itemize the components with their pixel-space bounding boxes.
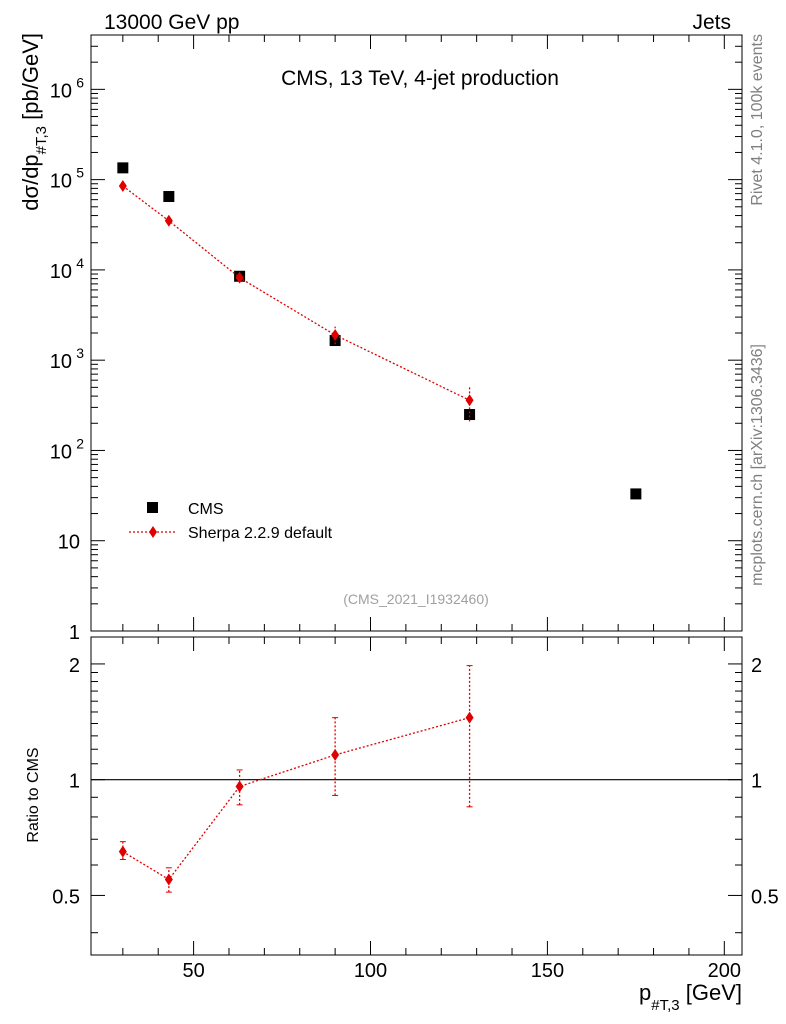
sherpa-point (331, 329, 340, 342)
y-tick-label: 10 (58, 532, 80, 554)
sherpa-point (235, 271, 244, 284)
header-right: Jets (692, 11, 731, 34)
ratio-y-tick-label-right: 0.5 (751, 886, 779, 908)
x-axis-label: p#T,3 [GeV] (639, 980, 742, 1014)
y-tick-label: 10 (50, 351, 72, 373)
y-axis-label: dσ/dp#T,3 [pb/GeV] (18, 33, 50, 211)
ratio-y-tick-label-right: 1 (751, 771, 762, 793)
sherpa-point (118, 179, 127, 192)
sherpa-ratio-point (164, 873, 173, 886)
y-tick-label: 10 (50, 80, 72, 102)
sherpa-ratio-point (331, 748, 340, 761)
ratio-y-tick-label: 0.5 (52, 886, 80, 908)
header-left: 13000 GeV pp (104, 11, 239, 34)
data-layer (117, 162, 642, 893)
sherpa-ratio-point (235, 780, 244, 793)
legend-marker-cms (147, 502, 158, 513)
y-tick-exponent: 4 (76, 255, 84, 271)
y-tick-label: 1 (69, 622, 80, 644)
cms-point (464, 409, 476, 421)
ratio-y-tick-label: 1 (69, 771, 80, 793)
ratio-y-axis-label: Ratio to CMS (25, 747, 42, 842)
analysis-tag: (CMS_2021_I1932460) (343, 591, 489, 607)
plot-title: CMS, 13 TeV, 4-jet production (281, 67, 559, 90)
sherpa-point (465, 394, 474, 407)
mcplots-label: mcplots.cern.ch [arXiv:1306.3436] (749, 344, 766, 586)
sherpa-ratio-line (122, 717, 470, 881)
sherpa-line (122, 185, 470, 401)
y-tick-exponent: 5 (76, 165, 84, 181)
x-tick-label: 50 (182, 960, 204, 982)
x-tick-label: 150 (531, 960, 564, 982)
y-tick-label: 10 (50, 261, 72, 283)
cms-point (630, 488, 642, 500)
sherpa-point (164, 214, 173, 227)
ratio-y-tick-label-right: 2 (751, 655, 762, 677)
legend-label-sherpa: Sherpa 2.2.9 default (188, 525, 333, 542)
x-tick-label: 100 (354, 960, 387, 982)
cms-point (117, 162, 129, 174)
y-tick-label: 10 (50, 441, 72, 463)
sherpa-ratio-point (465, 711, 474, 724)
x-tick-label: 200 (708, 960, 741, 982)
y-tick-label: 10 (50, 171, 72, 193)
legend-label-cms: CMS (188, 501, 224, 518)
sherpa-ratio-point (118, 845, 127, 858)
y-tick-exponent: 2 (76, 435, 84, 451)
y-tick-exponent: 3 (76, 345, 84, 361)
ratio-plot-frame (90, 636, 743, 956)
rivet-label: Rivet 4.1.0, 100k events (749, 34, 766, 206)
legend: CMS Sherpa 2.2.9 default (129, 501, 333, 542)
cms-point (163, 191, 175, 203)
ratio-y-tick-label: 2 (69, 655, 80, 677)
legend-marker-sherpa (149, 526, 157, 538)
y-tick-exponent: 6 (76, 74, 84, 90)
